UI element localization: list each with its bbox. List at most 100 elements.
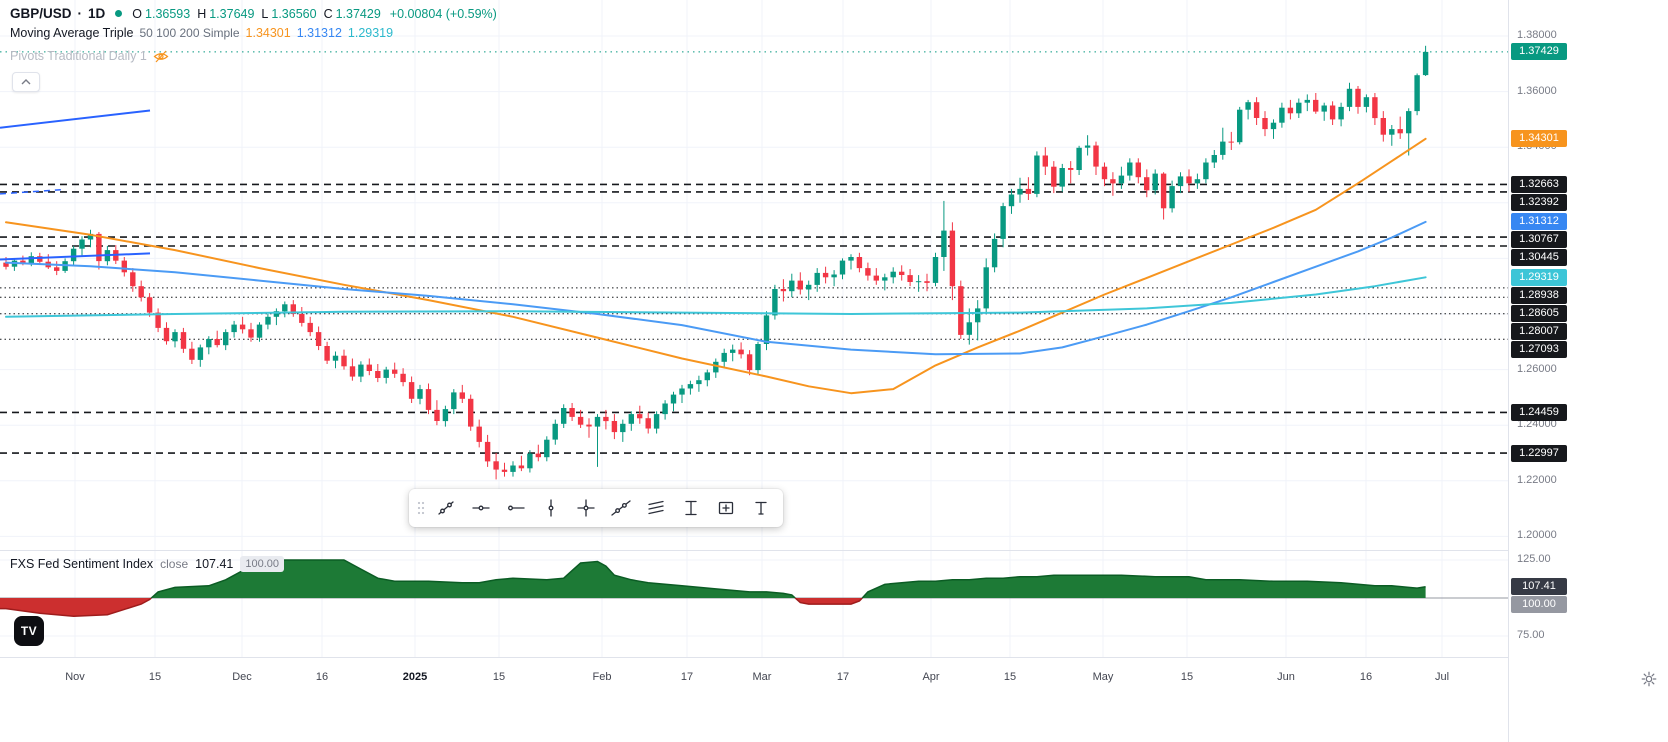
time-axis-label: 15 <box>148 671 162 683</box>
date-price-range-tool-button[interactable] <box>708 492 743 524</box>
pivot-price-badge: 1.32392 <box>1511 194 1567 211</box>
chart-legend: GBP/USD · 1D O 1.36593 H 1.37649 L 1.36560 … <box>10 6 501 68</box>
candlestick-series <box>3 45 1429 480</box>
indicator-source-label: close <box>160 557 189 571</box>
horizontal-ray-icon <box>507 505 525 511</box>
price-axis-label: 1.24000 <box>1517 418 1557 430</box>
pivot-price-badge: 1.30767 <box>1511 231 1567 248</box>
open-value: 1.36593 <box>145 6 191 21</box>
ma200-value: 1.29319 <box>347 26 394 40</box>
indicator-value: 107.41 <box>195 557 234 571</box>
text-tool-button[interactable] <box>743 492 778 524</box>
price-range-tool-button[interactable] <box>673 492 708 524</box>
symbol-title[interactable]: GBP/USD <box>10 6 72 21</box>
trend-lines <box>0 109 151 261</box>
time-axis-label: Jun <box>1277 671 1295 683</box>
visibility-hidden-eye-icon[interactable] <box>153 50 169 63</box>
high-value: 1.37649 <box>209 6 255 21</box>
time-axis-label: Feb <box>592 671 612 683</box>
moving-average-lines <box>5 137 1427 395</box>
parallel-channel-icon <box>647 500 664 515</box>
high-label: H <box>197 6 207 21</box>
cross-line-icon <box>576 499 595 517</box>
close-label: C <box>323 6 333 21</box>
chart-settings-gear-icon[interactable] <box>1639 669 1659 689</box>
time-axis-label: 15 <box>492 671 506 683</box>
pivots-indicator-title: Pivots Traditional Daily 1 <box>10 49 147 63</box>
time-axis[interactable]: Nov 15 Dec 16 2025 15 Feb 17 Mar 17 Apr 15 May 15 Jun 1… <box>0 658 1508 742</box>
tradingview-logo[interactable]: TV <box>14 616 44 646</box>
pivots-indicator-row[interactable]: Pivots Traditional Daily 1 <box>10 49 501 63</box>
toolbar-drag-handle[interactable] <box>414 500 428 516</box>
cross-line-tool-button[interactable] <box>568 492 603 524</box>
pivot-price-badge: 1.24459 <box>1511 404 1567 421</box>
price-axis-label: 1.26000 <box>1517 363 1557 375</box>
horizontal-line-tool-button[interactable] <box>463 492 498 524</box>
indicator-axis-label: 75.00 <box>1517 629 1545 641</box>
time-axis-label: 17 <box>836 671 850 683</box>
date-price-range-icon <box>718 501 733 515</box>
ma-indicator-row[interactable]: Moving Average Triple 50 100 200 Simple … <box>10 26 501 40</box>
time-axis-label: Apr <box>922 671 940 683</box>
extended-line-tool-button[interactable] <box>603 492 638 524</box>
extended-line-icon <box>610 500 631 516</box>
indicator-baseline-chip: 100.00 <box>240 556 285 572</box>
interval-label[interactable]: 1D <box>88 6 106 21</box>
time-axis-label: May <box>1092 671 1114 683</box>
pivot-price-badge: 1.22997 <box>1511 445 1567 462</box>
price-axis-label: 1.20000 <box>1517 529 1557 541</box>
time-axis-label: 17 <box>680 671 694 683</box>
change-value: +0.00804 (+0.59%) <box>389 6 497 21</box>
chevron-up-icon <box>21 79 31 85</box>
time-axis-label: 15 <box>1180 671 1194 683</box>
sma50-price-badge: 1.34301 <box>1511 130 1567 147</box>
ma-indicator-title[interactable]: Moving Average Triple <box>10 26 134 40</box>
price-axis-label: 1.22000 <box>1517 474 1557 486</box>
indicator-pane-legend[interactable]: FXS Fed Sentiment Index close 107.41 100… <box>10 556 285 572</box>
price-axis[interactable]: 1.380001.360001.340001.260001.240001.220… <box>1508 0 1668 742</box>
time-axis-label: Mar <box>752 671 772 683</box>
trend-line-icon <box>437 501 454 515</box>
sentiment-area-chart <box>0 559 1508 617</box>
price-axis-label: 1.38000 <box>1517 29 1557 41</box>
collapse-legend-button[interactable] <box>12 72 40 92</box>
time-axis-label: 16 <box>1359 671 1373 683</box>
symbol-row[interactable]: GBP/USD · 1D O 1.36593 H 1.37649 L 1.36560 … <box>10 6 501 21</box>
sma100-price-badge: 1.31312 <box>1511 213 1567 230</box>
parallel-channel-tool-button[interactable] <box>638 492 673 524</box>
horizontal-ray-tool-button[interactable] <box>498 492 533 524</box>
trend-line-tool-button[interactable] <box>428 492 463 524</box>
ma-indicator-params: 50 100 200 Simple <box>139 26 240 40</box>
time-axis-label: 2025 <box>402 671 428 683</box>
time-axis-label: Dec <box>232 671 252 683</box>
time-axis-label: 15 <box>1003 671 1017 683</box>
price-range-icon <box>684 500 697 516</box>
pivot-price-badge: 1.27093 <box>1511 341 1567 358</box>
close-value: 1.37429 <box>335 6 381 21</box>
low-label: L <box>261 6 269 21</box>
ma100-value: 1.31312 <box>296 26 342 40</box>
time-axis-label: Jul <box>1434 671 1450 683</box>
tradingview-logo-text: TV <box>20 624 38 638</box>
indicator-baseline-badge: 100.00 <box>1511 596 1567 613</box>
horizontal-line-icon <box>471 505 490 511</box>
ma50-value: 1.34301 <box>245 26 291 40</box>
ohlc-values: O 1.36593 H 1.37649 L 1.36560 C 1.37429 +0.0… <box>132 7 501 21</box>
vertical-line-tool-button[interactable] <box>533 492 568 524</box>
drawing-toolbar <box>409 489 783 527</box>
indicator-axis-label: 125.00 <box>1517 553 1551 565</box>
price-axis-label: 1.36000 <box>1517 85 1557 97</box>
pivot-price-badge: 1.28007 <box>1511 323 1567 340</box>
pivot-price-badge: 1.30445 <box>1511 249 1567 266</box>
panel-separators <box>0 550 1668 658</box>
low-value: 1.36560 <box>271 6 317 21</box>
text-tool-icon <box>754 501 767 515</box>
indicator-value-badge: 107.41 <box>1511 578 1567 595</box>
series-status-dot <box>115 10 123 17</box>
sma200-price-badge: 1.29319 <box>1511 269 1567 286</box>
indicator-title[interactable]: FXS Fed Sentiment Index <box>10 557 154 571</box>
last-price-badge: 1.37429 <box>1511 43 1567 60</box>
time-axis-label: 16 <box>315 671 329 683</box>
